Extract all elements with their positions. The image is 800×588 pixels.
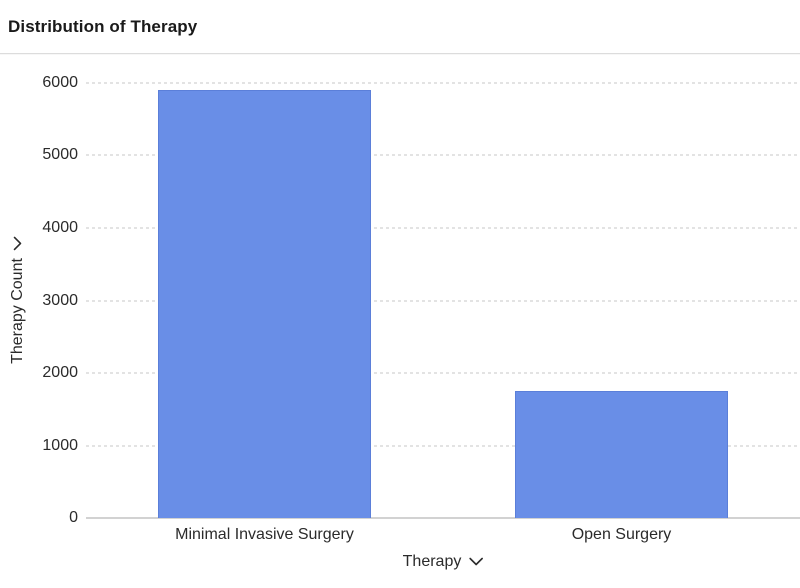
gridline bbox=[86, 82, 800, 84]
gridline bbox=[86, 299, 800, 302]
x-axis-category-labels: Minimal Invasive Surgery Open Surgery bbox=[86, 526, 800, 548]
y-tick-label: 6000 bbox=[42, 74, 78, 91]
y-tick-label: 0 bbox=[69, 509, 78, 526]
y-tick-label: 1000 bbox=[42, 436, 78, 454]
bar[interactable] bbox=[158, 90, 371, 518]
chart-title: Distribution of Therapy bbox=[8, 16, 198, 36]
x-axis-title[interactable]: Therapy bbox=[403, 553, 484, 571]
x-axis-baseline bbox=[86, 517, 800, 519]
x-category-label: Minimal Invasive Surgery bbox=[175, 526, 354, 543]
gridline bbox=[86, 154, 800, 157]
bar-chart: Therapy Count 0 1000 2000 3000 4000 5000 6000 … bbox=[0, 55, 800, 588]
x-category-label: Open Surgery bbox=[571, 526, 672, 543]
y-tick-label: 5000 bbox=[42, 146, 78, 164]
chevron-down-icon bbox=[9, 236, 27, 251]
y-tick-label: 2000 bbox=[42, 363, 78, 381]
x-axis-title-label: Therapy bbox=[402, 553, 462, 570]
y-tick-label: 3000 bbox=[42, 291, 78, 309]
gridline bbox=[86, 444, 800, 447]
chevron-down-icon bbox=[468, 553, 483, 571]
plot-area bbox=[86, 82, 800, 519]
y-axis-title[interactable]: Therapy Count bbox=[9, 236, 27, 364]
gridline bbox=[86, 226, 800, 229]
chart-header: Distribution of Therapy bbox=[0, 0, 800, 54]
gridline bbox=[86, 371, 800, 374]
y-tick-label: 4000 bbox=[42, 218, 78, 236]
bar[interactable] bbox=[515, 391, 728, 518]
y-axis-tick-labels: 0 1000 2000 3000 4000 5000 6000 bbox=[0, 74, 78, 526]
